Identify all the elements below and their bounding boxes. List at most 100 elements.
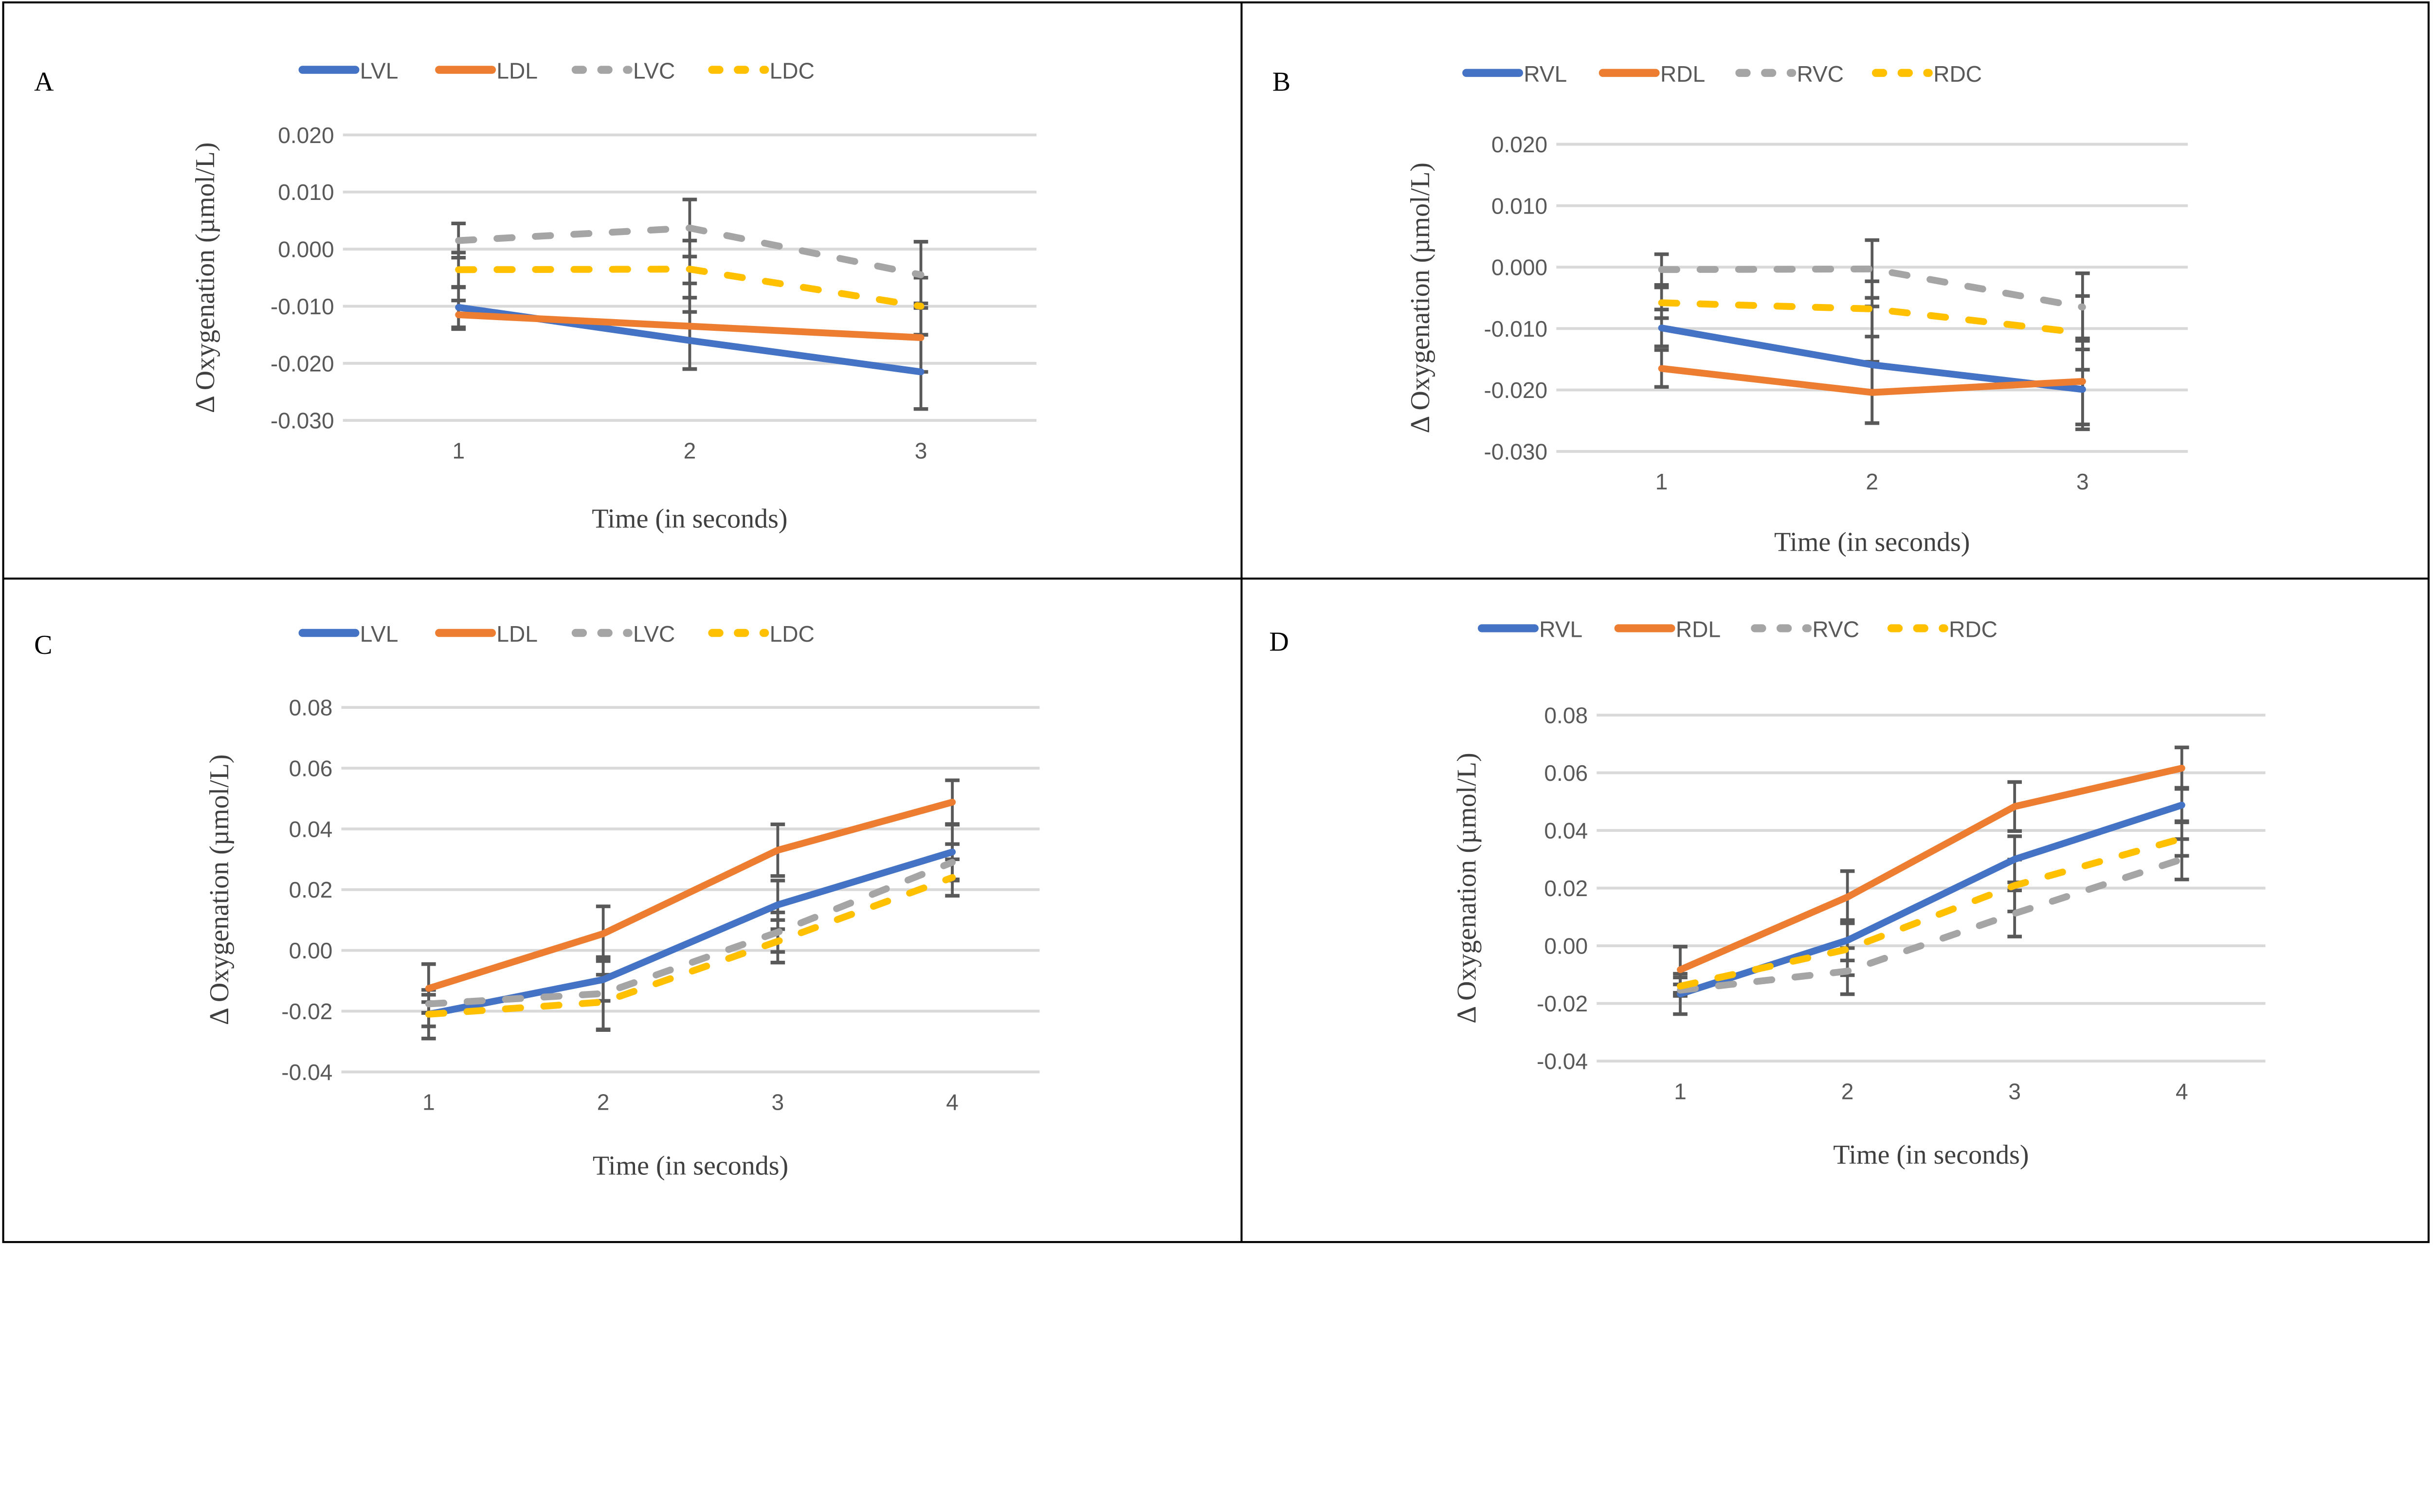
legend: RVL RDL RVC RDC bbox=[1478, 617, 1997, 642]
y-tick-label: 0.06 bbox=[1544, 760, 1588, 786]
chart-panel-d: D 0.08 0.06 0.04 0.02 0.00 -0.02 -0.04 1 2 3 4 Time … bbox=[1269, 617, 2266, 1170]
legend-label: RDL bbox=[1676, 617, 1721, 642]
series-line-rdl bbox=[1658, 365, 2086, 396]
x-tick-label: 3 bbox=[915, 438, 927, 463]
x-tick-label: 1 bbox=[452, 438, 465, 463]
y-tick-label: 0.010 bbox=[278, 180, 334, 205]
error-bar-rdc bbox=[2174, 819, 2189, 858]
y-tick-label: 0.08 bbox=[289, 695, 333, 720]
y-tick-label: 0.04 bbox=[289, 816, 333, 842]
legend-item-rvl: RVL bbox=[1462, 61, 1567, 87]
outer-border bbox=[2, 1, 2430, 1243]
chart-panel-c: C 0.08 0.06 0.04 0.02 0.00 -0.02 -0.04 1 2 3 4 Time … bbox=[34, 621, 1040, 1181]
x-tick-label: 3 bbox=[2076, 469, 2089, 494]
y-axis-title: Δ Oxygenation (µmol/L) bbox=[1452, 753, 1482, 1024]
x-tick-label: 1 bbox=[1674, 1079, 1687, 1104]
legend-label: LDC bbox=[770, 621, 815, 647]
panel-borders bbox=[2, 1, 2430, 1243]
panel-label: C bbox=[34, 630, 52, 660]
figure-canvas: A 0.020 0.010 0.000 -0.010 -0.020 -0.030 1 2 3 Tim… bbox=[2, 1, 2430, 1243]
y-tick-label: -0.030 bbox=[1484, 439, 1547, 464]
y-tick-label: -0.010 bbox=[1484, 316, 1547, 342]
x-tick-label: 3 bbox=[772, 1090, 784, 1115]
legend: RVL RDL RVC RDC bbox=[1462, 61, 1982, 87]
y-tick-label: 0.02 bbox=[1544, 876, 1588, 901]
x-tick-label: 4 bbox=[2176, 1079, 2188, 1104]
x-tick-label: 3 bbox=[2008, 1079, 2021, 1104]
series-line-ldl bbox=[425, 798, 956, 992]
panel-label: B bbox=[1272, 67, 1290, 97]
legend-item-lvl: LVL bbox=[298, 58, 399, 84]
series-line-rvc bbox=[1658, 265, 2086, 311]
legend-label: RVC bbox=[1812, 617, 1859, 642]
y-tick-label: 0.04 bbox=[1544, 818, 1588, 844]
legend-label: RDC bbox=[1949, 617, 1997, 642]
x-axis-title: Time (in seconds) bbox=[1774, 527, 1970, 558]
series-line-rvc bbox=[1677, 856, 2185, 994]
legend-item-ldl: LDL bbox=[435, 58, 538, 84]
legend-item-rvc: RVC bbox=[1751, 617, 1859, 642]
y-tick-label: 0.000 bbox=[278, 237, 334, 262]
y-tick-label: 0.06 bbox=[289, 756, 333, 781]
panel-label: D bbox=[1269, 627, 1289, 657]
y-tick-label: -0.030 bbox=[271, 408, 334, 433]
x-tick-label: 2 bbox=[684, 438, 696, 463]
legend-item-rvc: RVC bbox=[1735, 61, 1844, 87]
x-tick-label: 4 bbox=[946, 1090, 959, 1115]
series-line-rdl bbox=[1677, 765, 2185, 973]
y-axis-title: Δ Oxygenation (µmol/L) bbox=[204, 754, 235, 1025]
legend-label: LDL bbox=[496, 58, 538, 84]
series-line-rdc bbox=[1658, 299, 2086, 337]
x-axis-title: Time (in seconds) bbox=[593, 1151, 788, 1181]
series-line-ldc bbox=[425, 874, 956, 1018]
series-line-rdc bbox=[1677, 835, 2185, 990]
y-tick-label: 0.010 bbox=[1491, 193, 1547, 218]
y-tick-label: -0.020 bbox=[1484, 378, 1547, 403]
chart-panel-a: A 0.020 0.010 0.000 -0.010 -0.020 -0.030 1 2 3 Tim… bbox=[34, 58, 1037, 534]
y-tick-label: -0.010 bbox=[271, 294, 334, 319]
x-axis-title: Time (in seconds) bbox=[1833, 1140, 2029, 1170]
legend: LVL LDL LVC LDC bbox=[298, 58, 815, 84]
legend-item-ldc: LDC bbox=[708, 58, 815, 84]
legend-item-lvl: LVL bbox=[298, 621, 399, 647]
y-tick-label: -0.04 bbox=[281, 1060, 332, 1085]
y-tick-label: 0.020 bbox=[278, 123, 334, 148]
series-line-ldl bbox=[455, 311, 925, 342]
x-tick-label: 2 bbox=[597, 1090, 610, 1115]
legend-item-lvc: LVC bbox=[571, 58, 675, 84]
y-tick-label: 0.00 bbox=[289, 938, 333, 963]
series-line-rvl bbox=[1658, 324, 2086, 393]
legend-item-lvc: LVC bbox=[571, 621, 675, 647]
series-line-lvl bbox=[425, 848, 956, 1018]
y-tick-label: 0.02 bbox=[289, 877, 333, 902]
x-tick-label: 2 bbox=[1866, 469, 1878, 494]
x-axis-title: Time (in seconds) bbox=[592, 504, 787, 534]
panel-label: A bbox=[34, 67, 54, 97]
legend-item-rvl: RVL bbox=[1478, 617, 1582, 642]
legend-item-rdl: RDL bbox=[1598, 61, 1705, 87]
legend-label: LVC bbox=[633, 621, 675, 647]
legend-item-ldc: LDC bbox=[708, 621, 815, 647]
legend-label: LVC bbox=[633, 58, 675, 84]
legend-label: RVC bbox=[1797, 61, 1844, 87]
x-tick-label: 1 bbox=[1655, 469, 1668, 494]
y-tick-label: 0.000 bbox=[1491, 255, 1547, 280]
legend: LVL LDL LVC LDC bbox=[298, 621, 815, 647]
series-line-lvc bbox=[455, 224, 925, 278]
legend-label: RDC bbox=[1933, 61, 1982, 87]
series-line-rvl bbox=[1677, 801, 2185, 998]
chart-panel-b: B 0.020 0.010 0.000 -0.010 -0.020 -0.030 1 2 3 Tim… bbox=[1272, 61, 2188, 558]
legend-label: LVL bbox=[360, 621, 399, 647]
y-tick-label: -0.04 bbox=[1537, 1049, 1588, 1074]
legend-item-ldl: LDL bbox=[435, 621, 538, 647]
legend-item-rdc: RDC bbox=[1887, 617, 1997, 642]
y-tick-label: -0.02 bbox=[1537, 991, 1588, 1016]
series-line-lvc bbox=[425, 859, 956, 1008]
legend-label: LVL bbox=[360, 58, 399, 84]
legend-label: LDL bbox=[496, 621, 538, 647]
legend-label: RVL bbox=[1524, 61, 1567, 87]
legend-item-rdc: RDC bbox=[1871, 61, 1982, 87]
legend-item-rdl: RDL bbox=[1614, 617, 1721, 642]
y-tick-label: 0.08 bbox=[1544, 702, 1588, 728]
y-tick-label: -0.02 bbox=[281, 999, 332, 1024]
